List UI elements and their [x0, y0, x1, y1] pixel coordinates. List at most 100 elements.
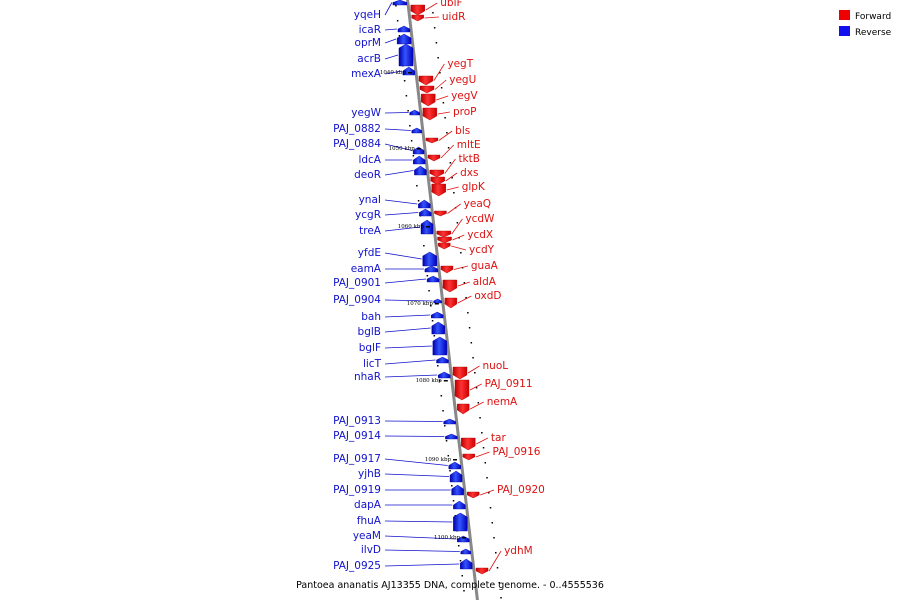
reverse-gene-label[interactable]: deoR — [354, 169, 381, 181]
forward-gene-label[interactable]: PAJ_0911 — [485, 378, 533, 390]
forward-gene-label[interactable]: dxs — [460, 167, 478, 179]
reverse-gene-feature[interactable] — [409, 109, 420, 116]
forward-gene-feature[interactable] — [475, 567, 489, 575]
forward-gene-feature[interactable] — [440, 265, 454, 274]
reverse-gene-feature[interactable] — [411, 127, 422, 134]
forward-gene-label[interactable]: proP — [453, 106, 477, 118]
reverse-gene-label[interactable]: bah — [361, 311, 381, 323]
forward-gene-label[interactable]: uidR — [442, 11, 466, 23]
reverse-gene-feature[interactable] — [457, 535, 470, 543]
forward-gene-label[interactable]: ycdX — [467, 229, 493, 241]
reverse-gene-feature[interactable] — [460, 548, 471, 555]
forward-gene-feature[interactable] — [425, 137, 439, 144]
reverse-gene-label[interactable]: PAJ_0919 — [333, 484, 381, 496]
forward-gene-feature[interactable] — [437, 236, 452, 244]
forward-gene-feature[interactable] — [454, 379, 470, 401]
forward-gene-label[interactable]: mltE — [457, 139, 481, 151]
forward-gene-feature[interactable] — [410, 4, 425, 16]
reverse-gene-label[interactable]: licT — [363, 358, 382, 370]
reverse-gene-feature[interactable] — [392, 0, 408, 6]
reverse-gene-label[interactable]: yjhB — [358, 468, 381, 480]
forward-gene-feature[interactable] — [462, 453, 475, 461]
reverse-gene-label[interactable]: PAJ_0882 — [333, 123, 381, 135]
reverse-gene-label[interactable]: yeaM — [353, 530, 381, 542]
reverse-gene-label[interactable]: PAJ_0884 — [333, 138, 381, 150]
forward-gene-label[interactable]: PAJ_0916 — [493, 446, 541, 458]
forward-gene-label[interactable]: nemA — [487, 396, 518, 408]
forward-gene-label[interactable]: glpK — [462, 181, 486, 193]
reverse-gene-feature[interactable] — [436, 356, 449, 364]
reverse-gene-feature[interactable] — [424, 265, 439, 273]
reverse-gene-label[interactable]: PAJ_0901 — [333, 277, 381, 289]
forward-gene-feature[interactable] — [429, 169, 444, 178]
forward-gene-feature[interactable] — [466, 491, 480, 499]
reverse-gene-feature[interactable] — [422, 251, 437, 267]
reverse-gene-feature[interactable] — [426, 275, 440, 283]
forward-gene-feature[interactable] — [452, 366, 468, 380]
forward-gene-label[interactable]: yegT — [447, 58, 473, 70]
forward-gene-feature[interactable] — [411, 14, 424, 22]
reverse-gene-feature[interactable] — [432, 336, 448, 356]
reverse-gene-feature[interactable] — [449, 470, 463, 483]
reverse-gene-feature[interactable] — [451, 484, 464, 496]
reverse-gene-feature[interactable] — [453, 512, 468, 532]
reverse-gene-feature[interactable] — [431, 311, 444, 319]
forward-gene-label[interactable]: ydhM — [504, 545, 533, 557]
forward-gene-label[interactable]: yegV — [451, 90, 478, 102]
forward-gene-feature[interactable] — [431, 183, 446, 197]
forward-gene-feature[interactable] — [422, 107, 438, 121]
forward-gene-label[interactable]: tar — [491, 432, 507, 444]
forward-gene-label[interactable]: nuoL — [483, 360, 509, 372]
reverse-gene-label[interactable]: PAJ_0914 — [333, 430, 381, 442]
forward-gene-label[interactable]: ycdY — [469, 244, 495, 256]
forward-gene-feature[interactable] — [421, 93, 436, 107]
reverse-gene-feature[interactable] — [414, 165, 427, 176]
reverse-gene-feature[interactable] — [460, 558, 473, 570]
reverse-gene-feature[interactable] — [448, 461, 461, 470]
forward-gene-feature[interactable] — [436, 230, 452, 238]
reverse-gene-label[interactable]: ynaI — [359, 194, 381, 206]
reverse-gene-feature[interactable] — [445, 433, 458, 440]
reverse-gene-label[interactable]: yfdE — [358, 247, 381, 259]
reverse-gene-label[interactable]: yegW — [351, 107, 381, 119]
reverse-gene-label[interactable]: ilvD — [361, 544, 381, 556]
reverse-gene-label[interactable]: fhuA — [357, 515, 382, 527]
reverse-gene-label[interactable]: treA — [359, 225, 382, 237]
reverse-gene-label[interactable]: oprM — [355, 37, 381, 49]
reverse-gene-label[interactable]: eamA — [351, 263, 382, 275]
forward-gene-feature[interactable] — [444, 297, 458, 309]
reverse-gene-label[interactable]: PAJ_0904 — [333, 294, 381, 306]
forward-gene-label[interactable]: tktB — [458, 153, 480, 165]
reverse-gene-feature[interactable] — [412, 146, 425, 155]
forward-gene-label[interactable]: yegU — [449, 74, 476, 86]
reverse-gene-label[interactable]: dapA — [354, 499, 382, 511]
forward-gene-label[interactable]: guaA — [471, 260, 499, 272]
reverse-gene-label[interactable]: mexA — [351, 68, 382, 80]
forward-gene-label[interactable]: ubiF — [440, 0, 462, 9]
forward-gene-label[interactable]: ycdW — [465, 213, 495, 225]
reverse-gene-label[interactable]: ycgR — [355, 209, 381, 221]
reverse-gene-feature[interactable] — [431, 321, 445, 335]
reverse-gene-feature[interactable] — [453, 500, 466, 510]
reverse-gene-label[interactable]: icaR — [359, 24, 381, 36]
reverse-gene-label[interactable]: yqeH — [354, 9, 381, 21]
reverse-gene-label[interactable]: ldcA — [358, 154, 381, 166]
forward-gene-feature[interactable] — [434, 210, 447, 217]
reverse-gene-feature[interactable] — [443, 418, 456, 425]
reverse-gene-feature[interactable] — [438, 371, 451, 379]
forward-gene-feature[interactable] — [418, 75, 434, 86]
reverse-gene-label[interactable]: bglF — [359, 342, 381, 354]
forward-gene-label[interactable]: aldA — [473, 276, 497, 288]
reverse-gene-feature[interactable] — [418, 199, 431, 209]
forward-gene-label[interactable]: oxdD — [474, 290, 501, 302]
reverse-gene-label[interactable]: PAJ_0917 — [333, 453, 381, 465]
forward-gene-feature[interactable] — [442, 279, 458, 293]
forward-gene-feature[interactable] — [461, 437, 476, 451]
reverse-gene-feature[interactable] — [398, 43, 414, 67]
forward-gene-feature[interactable] — [430, 176, 445, 186]
forward-gene-label[interactable]: PAJ_0920 — [497, 484, 545, 496]
reverse-gene-feature[interactable] — [419, 208, 432, 217]
forward-gene-label[interactable]: yeaQ — [464, 198, 491, 210]
forward-gene-feature[interactable] — [419, 85, 435, 94]
forward-gene-feature[interactable] — [427, 154, 441, 162]
